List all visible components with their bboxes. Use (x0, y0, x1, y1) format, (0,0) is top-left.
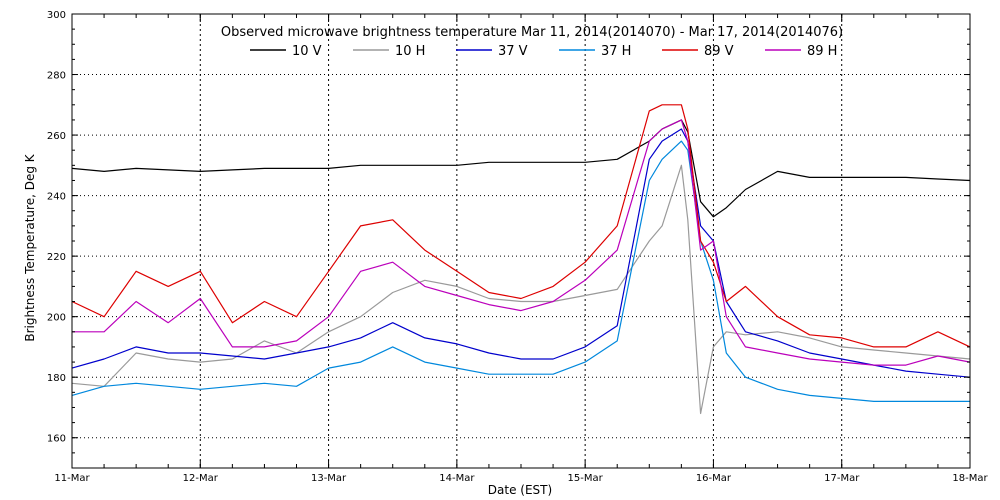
y-tick-label: 160 (47, 434, 66, 445)
series-lines (71, 104, 971, 415)
x-tick-label: 16-Mar (696, 473, 732, 484)
x-tick-label: 18-Mar (952, 473, 988, 484)
x-tick-label: 11-Mar (54, 473, 90, 484)
series-line-10-v (71, 119, 971, 218)
y-axis-label: Brightness Temperature, Deg K (23, 153, 37, 341)
x-tick-label: 15-Mar (568, 473, 604, 484)
y-tick-label: 240 (47, 192, 66, 203)
axis-ticks: 160 180 200 220 240 260 280 300 11-Mar 12-Mar 13-M… (47, 10, 989, 484)
y-tick-label: 300 (47, 10, 66, 21)
y-tick-label: 220 (47, 252, 66, 263)
series-line-10-h (71, 164, 971, 415)
x-tick-label: 12-Mar (183, 473, 219, 484)
series-line-89-v (71, 104, 971, 348)
series-line-89-h (72, 119, 971, 366)
x-tick-label: 14-Mar (439, 473, 475, 484)
series-line-37-h (71, 140, 970, 402)
legend-label: 89 V (704, 44, 734, 59)
y-tick-label: 280 (47, 71, 66, 82)
legend-label: 10 V (292, 44, 322, 59)
series-line-37-v (71, 128, 971, 378)
legend-label: 37 H (601, 44, 631, 59)
x-tick-label: 17-Mar (824, 473, 860, 484)
chart-title: Observed microwave brightness temperatur… (221, 25, 843, 40)
x-tick-label: 13-Mar (311, 473, 347, 484)
legend-label: 10 H (395, 44, 425, 59)
legend: 10 V 10 H 37 V 37 H 89 V 89 H (250, 44, 837, 59)
grid (72, 14, 970, 468)
legend-label: 89 H (807, 44, 837, 59)
y-tick-label: 200 (47, 313, 66, 324)
x-axis-label: Date (EST) (488, 483, 552, 497)
y-tick-label: 180 (47, 373, 66, 384)
legend-label: 37 V (498, 44, 528, 59)
y-tick-label: 260 (47, 131, 66, 142)
